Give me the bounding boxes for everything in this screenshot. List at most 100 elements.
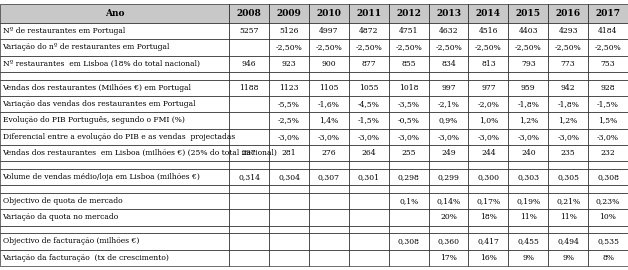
Bar — [429, 112, 468, 129]
Bar — [588, 209, 628, 226]
Bar — [0, 169, 229, 185]
Text: 8%: 8% — [602, 254, 614, 262]
Text: 1,4%: 1,4% — [319, 116, 338, 124]
Text: -2,50%: -2,50% — [355, 43, 382, 51]
Text: -3,0%: -3,0% — [557, 133, 579, 141]
Text: 0,314: 0,314 — [238, 173, 260, 181]
Bar — [349, 193, 389, 209]
Text: 793: 793 — [521, 60, 536, 68]
Bar — [389, 39, 428, 56]
Bar — [389, 96, 428, 112]
Bar — [309, 80, 349, 96]
Text: -1,5%: -1,5% — [358, 116, 380, 124]
Text: 9%: 9% — [522, 254, 534, 262]
Bar — [309, 72, 349, 80]
Bar — [468, 145, 509, 161]
Text: Variação das vendas dos restaurantes em Portugal: Variação das vendas dos restaurantes em … — [3, 100, 196, 108]
Text: 17%: 17% — [440, 254, 457, 262]
Text: 1,0%: 1,0% — [479, 116, 498, 124]
Bar — [269, 161, 309, 169]
Text: 946: 946 — [242, 60, 256, 68]
Text: 773: 773 — [561, 60, 575, 68]
Bar — [389, 23, 428, 39]
Bar — [468, 249, 509, 266]
Text: 2010: 2010 — [317, 9, 342, 18]
Bar — [349, 96, 389, 112]
Bar — [389, 209, 428, 226]
Bar — [0, 161, 229, 169]
Text: 2015: 2015 — [516, 9, 541, 18]
Text: 276: 276 — [322, 149, 336, 157]
Bar — [509, 96, 548, 112]
Bar — [548, 209, 588, 226]
Text: 834: 834 — [441, 60, 456, 68]
Bar — [509, 4, 548, 23]
Bar — [0, 72, 229, 80]
Bar — [509, 161, 548, 169]
Text: 18%: 18% — [480, 214, 497, 221]
Bar — [229, 249, 269, 266]
Text: 0,19%: 0,19% — [516, 197, 540, 205]
Text: 1123: 1123 — [279, 84, 299, 92]
Bar — [269, 249, 309, 266]
Bar — [509, 209, 548, 226]
Text: 5257: 5257 — [239, 27, 259, 35]
Bar — [0, 112, 229, 129]
Bar — [269, 129, 309, 145]
Bar — [389, 80, 428, 96]
Bar — [0, 80, 229, 96]
Text: -3,0%: -3,0% — [438, 133, 460, 141]
Bar — [429, 161, 468, 169]
Bar — [229, 193, 269, 209]
Bar — [269, 209, 309, 226]
Text: 4751: 4751 — [399, 27, 418, 35]
Text: -1,6%: -1,6% — [318, 100, 340, 108]
Text: Objectivo de facturação (milhões €): Objectivo de facturação (milhões €) — [3, 237, 139, 245]
Text: Nº de restaurantes em Portugal: Nº de restaurantes em Portugal — [3, 27, 125, 35]
Bar — [429, 39, 468, 56]
Text: 0,300: 0,300 — [477, 173, 499, 181]
Bar — [0, 249, 229, 266]
Bar — [588, 129, 628, 145]
Bar — [588, 169, 628, 185]
Text: 16%: 16% — [480, 254, 497, 262]
Text: 2013: 2013 — [436, 9, 461, 18]
Text: 4632: 4632 — [439, 27, 458, 35]
Bar — [429, 4, 468, 23]
Bar — [588, 185, 628, 193]
Bar — [468, 80, 509, 96]
Bar — [429, 169, 468, 185]
Bar — [349, 56, 389, 72]
Bar — [229, 161, 269, 169]
Bar — [309, 193, 349, 209]
Bar — [389, 56, 428, 72]
Bar — [468, 161, 509, 169]
Bar — [349, 209, 389, 226]
Text: 1188: 1188 — [239, 84, 259, 92]
Bar — [349, 80, 389, 96]
Bar — [509, 226, 548, 233]
Bar — [229, 145, 269, 161]
Bar — [389, 145, 428, 161]
Bar — [548, 80, 588, 96]
Text: 0,308: 0,308 — [597, 173, 619, 181]
Bar — [269, 112, 309, 129]
Bar — [269, 4, 309, 23]
Bar — [468, 96, 509, 112]
Bar — [548, 39, 588, 56]
Bar — [349, 112, 389, 129]
Text: Ano: Ano — [105, 9, 124, 18]
Text: 4997: 4997 — [319, 27, 338, 35]
Text: 0,303: 0,303 — [517, 173, 539, 181]
Text: 0,455: 0,455 — [517, 237, 539, 245]
Text: 235: 235 — [561, 149, 575, 157]
Bar — [309, 169, 349, 185]
Text: -2,50%: -2,50% — [395, 43, 422, 51]
Text: -3,0%: -3,0% — [358, 133, 380, 141]
Bar — [429, 185, 468, 193]
Text: 0,305: 0,305 — [557, 173, 579, 181]
Bar — [429, 72, 468, 80]
Text: 753: 753 — [601, 60, 615, 68]
Text: 1105: 1105 — [319, 84, 338, 92]
Bar — [349, 226, 389, 233]
